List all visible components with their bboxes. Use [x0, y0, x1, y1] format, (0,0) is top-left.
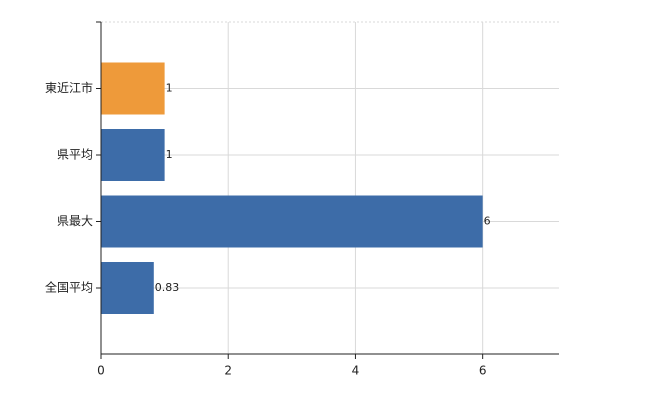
- y-tick-label: 県最大: [57, 214, 93, 228]
- x-tick-label: 2: [224, 364, 232, 378]
- bar: [101, 62, 165, 115]
- x-tick-label: 0: [97, 364, 105, 378]
- x-tick-label: 6: [479, 364, 487, 378]
- bar: [101, 262, 154, 314]
- value-label: 0.83: [155, 281, 180, 294]
- value-label: 6: [484, 215, 491, 228]
- y-tick-label: 県平均: [57, 148, 93, 162]
- value-label: 1: [166, 82, 173, 95]
- bar: [101, 195, 483, 248]
- x-tick-label: 4: [352, 364, 360, 378]
- y-tick-label: 全国平均: [45, 280, 93, 295]
- value-label: 1: [166, 148, 173, 161]
- y-tick-label: 東近江市: [45, 80, 93, 95]
- bar: [101, 129, 165, 181]
